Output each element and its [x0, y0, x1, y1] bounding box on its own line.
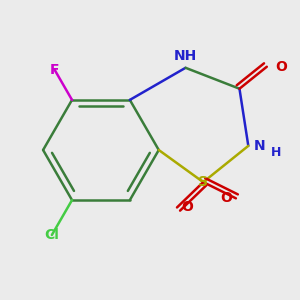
Text: N: N: [254, 139, 265, 153]
Text: Cl: Cl: [44, 228, 59, 242]
Text: NH: NH: [174, 49, 197, 62]
Text: F: F: [50, 63, 59, 76]
Text: S: S: [198, 175, 208, 189]
Text: H: H: [271, 146, 281, 159]
Text: O: O: [276, 60, 287, 74]
Text: O: O: [181, 200, 193, 214]
Text: O: O: [220, 191, 232, 205]
